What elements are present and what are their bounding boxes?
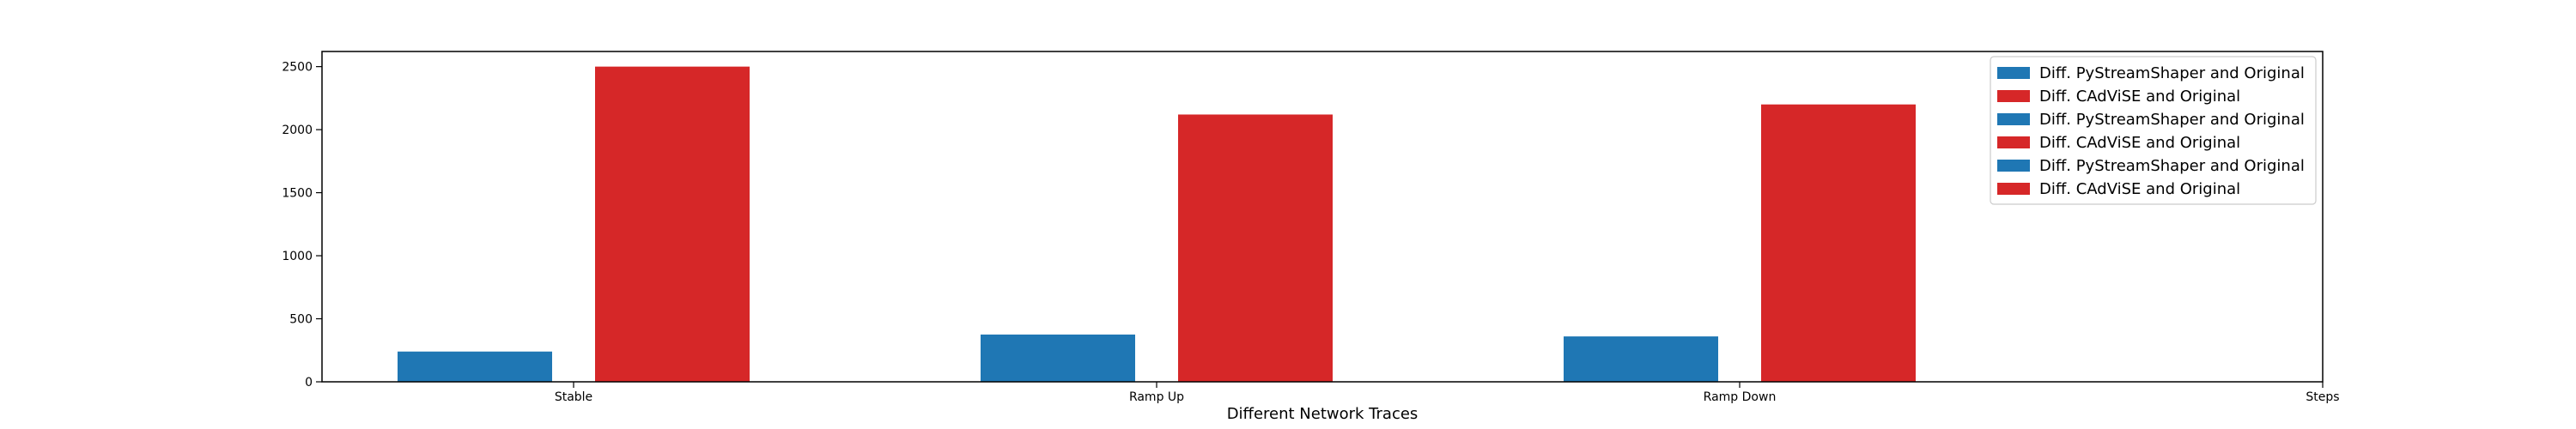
bar-cadvise-stable [595, 66, 750, 382]
y-tick-label: 0 [305, 376, 313, 390]
y-tick-label: 1000 [282, 250, 313, 263]
legend: Diff. PyStreamShaper and Original Diff. C… [1990, 56, 2317, 205]
y-tick-label: 2000 [282, 124, 313, 137]
bar-pystreamshaper-ramp-down [1564, 336, 1718, 382]
legend-swatch [1997, 90, 2030, 102]
legend-swatch [1997, 183, 2030, 195]
plot-area-frame [321, 51, 2324, 383]
legend-label: Diff. PyStreamShaper and Original [2039, 157, 2305, 175]
legend-label: Diff. CAdViSE and Original [2039, 180, 2240, 198]
x-tick-label: Ramp Down [1704, 390, 1777, 404]
legend-swatch [1997, 160, 2030, 172]
y-tick-label: 500 [289, 313, 313, 327]
x-tick-label: Steps [2306, 390, 2339, 404]
legend-label: Diff. PyStreamShaper and Original [2039, 64, 2305, 82]
legend-swatch [1997, 136, 2030, 148]
y-axis: 0 500 1000 1500 2000 2500 [282, 61, 322, 390]
y-tick-label: 1500 [282, 187, 313, 201]
legend-box [1990, 56, 2317, 205]
bar-cadvise-ramp-down [1761, 104, 1916, 382]
x-tick-label: Ramp Up [1129, 390, 1184, 404]
bar-cadvise-ramp-up [1178, 114, 1333, 383]
bar-pystreamshaper-ramp-up [981, 334, 1135, 382]
bar-pystreamshaper-stable [398, 351, 552, 382]
legend-swatch [1997, 113, 2030, 125]
legend-label: Diff. CAdViSE and Original [2039, 134, 2240, 152]
x-tick-label: Stable [555, 390, 592, 404]
x-axis-label: Different Network Traces [1227, 405, 1419, 423]
y-tick-label: 2500 [282, 61, 313, 75]
legend-label: Diff. CAdViSE and Original [2039, 88, 2240, 106]
legend-label: Diff. PyStreamShaper and Original [2039, 111, 2305, 129]
x-axis: Stable Ramp Up Ramp Down Steps [555, 382, 2340, 404]
bars-layer [398, 66, 1916, 383]
legend-swatch [1997, 67, 2030, 79]
